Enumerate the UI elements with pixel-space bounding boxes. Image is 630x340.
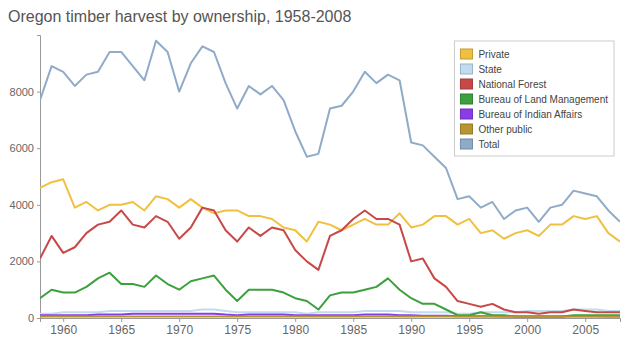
y-tick: 4000 xyxy=(10,199,40,211)
x-tick: 1985 xyxy=(340,318,367,337)
x-tick: 1960 xyxy=(50,318,77,337)
x-tick-label: 1980 xyxy=(282,323,309,337)
legend-swatch xyxy=(460,79,472,89)
legend-label: National Forest xyxy=(478,79,546,90)
legend-swatch xyxy=(460,94,472,104)
x-tick: 2000 xyxy=(514,318,541,337)
legend-swatch xyxy=(460,124,472,134)
y-tick: 2000 xyxy=(10,255,40,267)
x-tick-mark xyxy=(63,318,64,322)
legend-label: Bureau of Land Management xyxy=(478,94,608,105)
legend-swatch xyxy=(460,64,472,74)
x-tick-mark xyxy=(237,318,238,322)
x-axis-line xyxy=(41,319,621,323)
legend-label: Other public xyxy=(478,124,532,135)
lines xyxy=(40,41,620,317)
y-axis: 0 2000 4000 6000 8000 xyxy=(10,36,41,325)
legend-swatch xyxy=(460,49,472,59)
x-tick: 1995 xyxy=(456,318,483,337)
y-tick: 6000 xyxy=(10,142,40,154)
legend-label: Total xyxy=(478,139,499,150)
legend-label: State xyxy=(478,64,502,75)
y-tick-label: 2000 xyxy=(10,255,34,267)
y-tick: 8000 xyxy=(10,86,40,98)
x-tick-mark xyxy=(585,318,586,322)
x-tick-label: 2000 xyxy=(514,323,541,337)
x-tick-label: 1985 xyxy=(340,323,367,337)
legend-box xyxy=(454,41,614,156)
y-tick-label: 0 xyxy=(28,312,34,324)
y-tick-label: 8000 xyxy=(10,86,34,98)
x-tick-mark xyxy=(295,318,296,322)
series-line xyxy=(40,208,620,314)
x-tick: 1975 xyxy=(224,318,251,337)
series-line xyxy=(40,41,620,222)
x-axis: 1960 1965 1970 1975 1980 1985 1990 1995 2000 2005 xyxy=(41,318,621,337)
x-tick-mark xyxy=(121,318,122,322)
x-tick-label: 1990 xyxy=(398,323,425,337)
x-tick-label: 1965 xyxy=(108,323,135,337)
x-tick: 1970 xyxy=(166,318,193,337)
y-axis-line xyxy=(37,36,41,319)
series-line xyxy=(40,273,620,317)
x-tick-label: 1970 xyxy=(166,323,193,337)
legend: Private State National Forest Bureau of Lan… xyxy=(454,41,614,156)
x-tick-mark xyxy=(353,318,354,322)
y-tick-label: 4000 xyxy=(10,199,34,211)
series-line xyxy=(40,316,620,318)
x-tick-mark xyxy=(179,318,180,322)
series-line xyxy=(40,314,620,317)
x-tick-label: 1995 xyxy=(456,323,483,337)
legend-label: Bureau of Indian Affairs xyxy=(478,109,582,120)
y-tick-mark xyxy=(37,318,40,319)
x-tick: 1965 xyxy=(108,318,135,337)
legend-label: Private xyxy=(478,49,510,60)
series-line xyxy=(40,179,620,241)
y-tick-mark xyxy=(37,261,40,262)
y-tick: 0 xyxy=(28,312,40,324)
x-tick-label: 1960 xyxy=(50,323,77,337)
y-tick-label: 6000 xyxy=(10,142,34,154)
x-tick-mark xyxy=(411,318,412,322)
x-tick-label: 1975 xyxy=(224,323,251,337)
y-tick-mark xyxy=(37,148,40,149)
x-tick: 1990 xyxy=(398,318,425,337)
legend-swatch xyxy=(460,109,472,119)
x-tick-label: 2005 xyxy=(572,323,599,337)
x-tick: 1980 xyxy=(282,318,309,337)
y-tick-mark xyxy=(37,92,40,93)
legend-swatch xyxy=(460,139,472,149)
chart: Oregon timber harvest by ownership, 1958… xyxy=(0,0,630,340)
chart-title: Oregon timber harvest by ownership, 1958… xyxy=(8,8,351,25)
x-tick-mark xyxy=(469,318,470,322)
x-tick: 2005 xyxy=(572,318,599,337)
y-tick-mark xyxy=(37,205,40,206)
x-tick-mark xyxy=(527,318,528,322)
